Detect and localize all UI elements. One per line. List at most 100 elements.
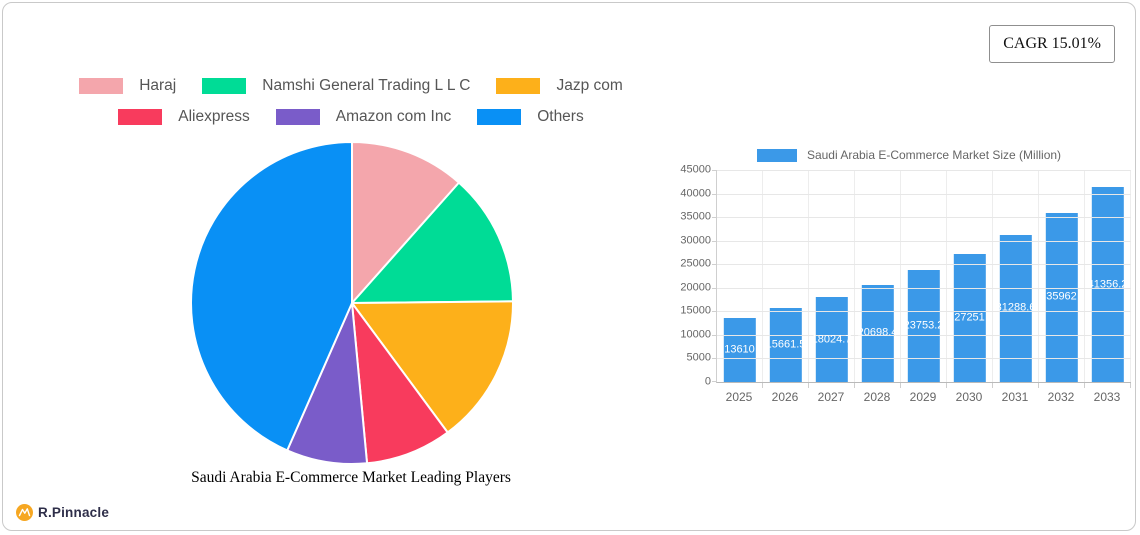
bar-chart-legend-item[interactable]: Saudi Arabia E-Commerce Market Size (Mil…: [685, 148, 1133, 162]
bar-2031[interactable]: [999, 234, 1032, 382]
y-axis-tick-label: 45000: [680, 163, 711, 176]
legend-swatch: [202, 78, 247, 94]
gridline: [717, 334, 1131, 336]
y-axis-tick-label: 40000: [680, 187, 711, 200]
bar-plot-area: 13610 15661.5 18024.7 20698.4 23753.2 27251 31…: [712, 170, 1131, 388]
y-axis-tick-label: 10000: [680, 328, 711, 341]
bar-column-2030: 27251: [947, 170, 993, 388]
legend-item-aliexpress[interactable]: Aliexpress: [118, 108, 250, 126]
y-axis-tickmark: [712, 358, 717, 360]
y-axis-tick-label: 20000: [680, 281, 711, 294]
legend-swatch: [79, 78, 124, 94]
cagr-badge: CAGR 15.01%: [989, 25, 1115, 63]
bar-2030[interactable]: [953, 253, 986, 382]
pinnacle-logo-icon: [16, 504, 33, 521]
y-axis-tick-label: 35000: [680, 210, 711, 223]
gridline: [717, 358, 1131, 360]
legend-item-jazp-com[interactable]: Jazp com: [496, 77, 623, 95]
legend-swatch: [275, 109, 320, 125]
x-axis: 2025 2026 2027 2028 2029 2030 2031 2032 2033: [716, 390, 1130, 404]
gridline: [717, 311, 1131, 313]
gridline: [717, 264, 1131, 266]
bar-column-2025: 13610: [717, 170, 763, 388]
x-axis-tickmark: [854, 383, 855, 388]
x-axis-tickmark: [762, 383, 763, 388]
bar-2032[interactable]: [1045, 212, 1078, 382]
legend-swatch: [118, 109, 163, 125]
y-axis-tick-label: 25000: [680, 257, 711, 270]
x-axis-tickmark: [992, 383, 993, 388]
y-axis-tickmark: [712, 264, 717, 266]
bar-chart: Saudi Arabia E-Commerce Market Size (Mil…: [680, 148, 1133, 404]
pie-slice-jazp-com[interactable]: [351, 300, 514, 434]
x-axis-label: 2033: [1093, 390, 1121, 404]
bar-column-2031: 31288.6: [993, 170, 1039, 388]
pie-legend-row: Haraj Namshi General Trading L L C Jazp co…: [66, 77, 636, 95]
x-axis-label: 2029: [909, 390, 937, 404]
y-axis: 0 5000 10000 15000 20000 25000 30000 35000 40000…: [680, 164, 716, 387]
y-axis-tickmark: [712, 334, 717, 336]
x-axis-label: 2028: [863, 390, 891, 404]
gridline: [717, 170, 1131, 171]
x-axis-label: 2030: [955, 390, 983, 404]
x-axis-label: 2032: [1047, 390, 1075, 404]
y-axis-tick-label: 30000: [680, 234, 711, 247]
y-axis-tickmark: [712, 193, 717, 195]
legend-label: Others: [537, 108, 584, 125]
legend-swatch: [496, 78, 541, 94]
y-axis-tickmark: [712, 240, 717, 242]
bar-2025[interactable]: [723, 317, 756, 382]
legend-label: Haraj: [139, 77, 177, 94]
legend-item-haraj[interactable]: Haraj: [79, 77, 176, 95]
pie-slice-others[interactable]: [190, 141, 353, 452]
gridline: [717, 217, 1131, 219]
bar-2027[interactable]: [815, 297, 848, 382]
bar-column-2029: 23753.2: [901, 170, 947, 388]
y-axis-tick-label: 0: [704, 375, 711, 388]
bar-legend-label: Saudi Arabia E-Commerce Market Size (Mil…: [806, 148, 1062, 162]
legend-item-others[interactable]: Others: [477, 108, 584, 126]
bar-column-2028: 20698.4: [855, 170, 901, 388]
pie-chart: [190, 141, 514, 465]
pie-legend: Haraj Namshi General Trading L L C Jazp co…: [33, 77, 669, 126]
bar-column-2026: 15661.5: [763, 170, 809, 388]
x-axis-label: 2025: [725, 390, 753, 404]
y-axis-tick-label: 5000: [686, 351, 711, 364]
y-axis-tickmark: [712, 311, 717, 313]
x-axis-tickmark: [808, 383, 809, 388]
pie-slice-aliexpress[interactable]: [351, 302, 449, 465]
pie-chart-title: Saudi Arabia E-Commerce Market Leading P…: [191, 469, 511, 486]
y-axis-tickmark: [712, 170, 717, 171]
legend-item-amazon-com-inc[interactable]: Amazon com Inc: [275, 108, 452, 126]
x-axis-label: 2026: [771, 390, 799, 404]
legend-item-namshi-general-trading-l-l-c[interactable]: Namshi General Trading L L C: [202, 77, 470, 95]
bar-column-2032: 35962: [1039, 170, 1085, 388]
y-axis-tick-label: 15000: [680, 304, 711, 317]
gridline: [717, 240, 1131, 242]
x-axis-label: 2027: [817, 390, 845, 404]
x-axis-tickmark: [1038, 383, 1039, 388]
legend-label: Namshi General Trading L L C: [262, 77, 471, 94]
gridline: [717, 193, 1131, 195]
brand-logo: R.Pinnacle: [16, 504, 109, 521]
x-axis-tickmark: [946, 383, 947, 388]
x-axis-label: 2031: [1001, 390, 1029, 404]
bar-2033[interactable]: [1091, 187, 1124, 382]
bar-legend-swatch: [756, 148, 797, 162]
legend-label: Jazp com: [556, 77, 623, 94]
bar-2028[interactable]: [861, 284, 894, 382]
y-axis-tickmark: [712, 381, 717, 382]
gridline: [717, 287, 1131, 289]
y-axis-tickmark: [712, 287, 717, 289]
bar-2026[interactable]: [769, 308, 802, 382]
x-axis-tickmark: [900, 383, 901, 388]
brand-name: R.Pinnacle: [38, 505, 110, 520]
x-axis-tickmark: [1084, 383, 1085, 388]
bar-column-2027: 18024.7: [809, 170, 855, 388]
pie-slice-haraj[interactable]: [351, 141, 460, 304]
legend-swatch: [477, 109, 522, 125]
legend-label: Amazon com Inc: [335, 108, 452, 125]
pie-slice-namshi-general-trading-l-l-c[interactable]: [351, 181, 514, 304]
bar-column-2033: 41356.2: [1085, 170, 1131, 388]
